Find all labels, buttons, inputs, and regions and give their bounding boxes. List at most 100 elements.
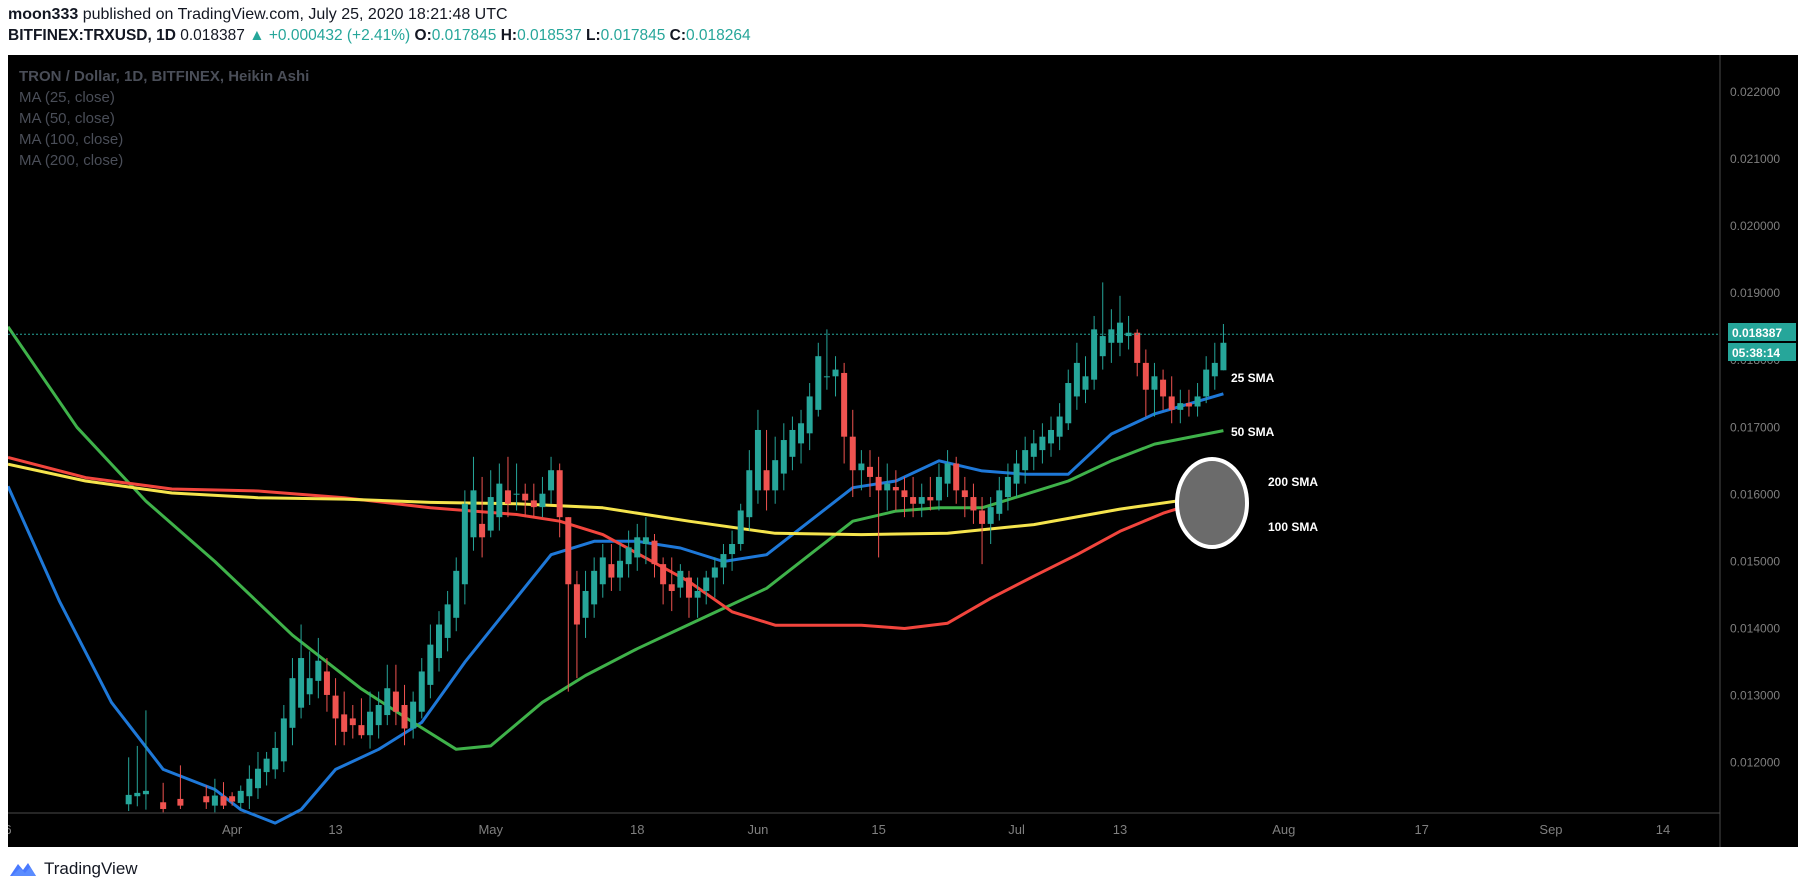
- candle-body: [280, 718, 287, 762]
- candle: [780, 423, 787, 491]
- sma25-label: 25 SMA: [1231, 371, 1275, 385]
- candle: [1056, 403, 1063, 451]
- price-axis[interactable]: [1720, 55, 1798, 847]
- candle: [772, 436, 779, 504]
- candle: [298, 624, 305, 719]
- candle: [685, 570, 692, 618]
- candle-body: [392, 691, 399, 712]
- candle: [763, 429, 770, 511]
- ma-cross-marker: [1175, 457, 1249, 549]
- footer-brand[interactable]: TradingView: [44, 859, 138, 878]
- candle: [1194, 383, 1201, 417]
- y-tick-label: 0.012000: [1730, 756, 1780, 770]
- candle: [599, 544, 606, 598]
- candle: [436, 611, 442, 672]
- close-label: C:: [669, 27, 686, 44]
- price-change: ▲ +0.000432 (+2.41%): [249, 27, 411, 44]
- x-tick-label: Sep: [1539, 822, 1562, 837]
- candle-body: [685, 577, 692, 598]
- candle-body: [1048, 429, 1055, 444]
- ma200-line: [7, 462, 1224, 537]
- candle-body: [754, 429, 761, 491]
- legend-ma25[interactable]: MA (25, close): [19, 89, 115, 106]
- price-badge-bg: [1728, 323, 1796, 341]
- candle-body: [1073, 362, 1080, 397]
- candle: [392, 664, 399, 726]
- candle: [1065, 369, 1072, 430]
- candle: [660, 557, 667, 605]
- candle: [1082, 356, 1089, 404]
- candle: [806, 383, 813, 451]
- candle-body: [763, 470, 770, 491]
- candle-body: [444, 604, 451, 638]
- candle: [177, 765, 184, 809]
- candle: [220, 782, 227, 809]
- candle-body: [160, 802, 167, 809]
- sma200-label: 200 SMA: [1268, 475, 1318, 489]
- legend-ma50[interactable]: MA (50, close): [19, 110, 115, 127]
- candle: [504, 456, 511, 518]
- x-tick-label: 14: [1656, 822, 1670, 837]
- candle: [479, 476, 486, 558]
- candle: [970, 483, 977, 524]
- x-tick-label: 6: [8, 822, 12, 837]
- candle-body: [703, 577, 710, 591]
- price-chart[interactable]: 0.012000 0.013000 0.014000 0.015000 0.016000…: [4, 55, 1798, 847]
- candle: [315, 637, 322, 699]
- tradingview-logo-icon: [10, 863, 36, 876]
- candle-body: [1168, 396, 1175, 410]
- candle: [987, 497, 994, 545]
- legend-ma200[interactable]: MA (200, close): [19, 152, 123, 169]
- candle: [677, 564, 684, 598]
- candle-body: [720, 554, 727, 568]
- candle-body: [289, 678, 296, 728]
- candle-body: [711, 567, 718, 578]
- candle-body: [737, 510, 744, 545]
- candle: [1048, 416, 1055, 457]
- candle: [892, 470, 899, 511]
- candle-body: [591, 570, 598, 605]
- candle-body: [832, 369, 839, 377]
- candle: [229, 792, 236, 806]
- candle: [875, 456, 882, 558]
- high-value: 0.018537: [517, 27, 582, 44]
- legend-ma100[interactable]: MA (100, close): [19, 131, 123, 148]
- candle: [367, 691, 374, 749]
- candle-body: [246, 778, 253, 797]
- candle: [246, 765, 253, 809]
- candle: [823, 329, 830, 390]
- candle: [746, 450, 753, 531]
- candle-body: [1160, 379, 1167, 397]
- candle-body: [892, 486, 899, 491]
- candle-body: [918, 497, 925, 504]
- candle-body: [625, 547, 632, 565]
- candle-body: [332, 695, 339, 719]
- candle: [513, 463, 520, 511]
- chart-panel[interactable]: 0.012000 0.013000 0.014000 0.015000 0.016000…: [4, 55, 1798, 852]
- candle-body: [1203, 369, 1210, 397]
- candle: [832, 356, 839, 397]
- candle-body: [634, 537, 641, 558]
- candle: [427, 624, 434, 699]
- candle-body: [746, 470, 753, 518]
- candle: [625, 530, 632, 578]
- candle: [470, 456, 477, 551]
- candle: [617, 544, 624, 591]
- candle-body: [867, 466, 873, 477]
- candle-body: [556, 470, 563, 518]
- candle: [522, 483, 529, 518]
- candle-body: [1056, 416, 1063, 437]
- candle: [591, 557, 598, 618]
- candle: [1160, 369, 1167, 410]
- candle: [349, 705, 356, 739]
- last-price: 0.018387: [180, 27, 245, 44]
- candle: [901, 476, 908, 518]
- candle-body: [453, 570, 460, 618]
- countdown-badge: 05:38:14: [1732, 346, 1780, 360]
- candle-body: [651, 540, 658, 565]
- candle-body: [306, 678, 313, 695]
- candle: [272, 731, 279, 779]
- author-name[interactable]: moon333: [8, 6, 79, 23]
- candle-body: [780, 440, 787, 474]
- candle-body: [729, 544, 736, 555]
